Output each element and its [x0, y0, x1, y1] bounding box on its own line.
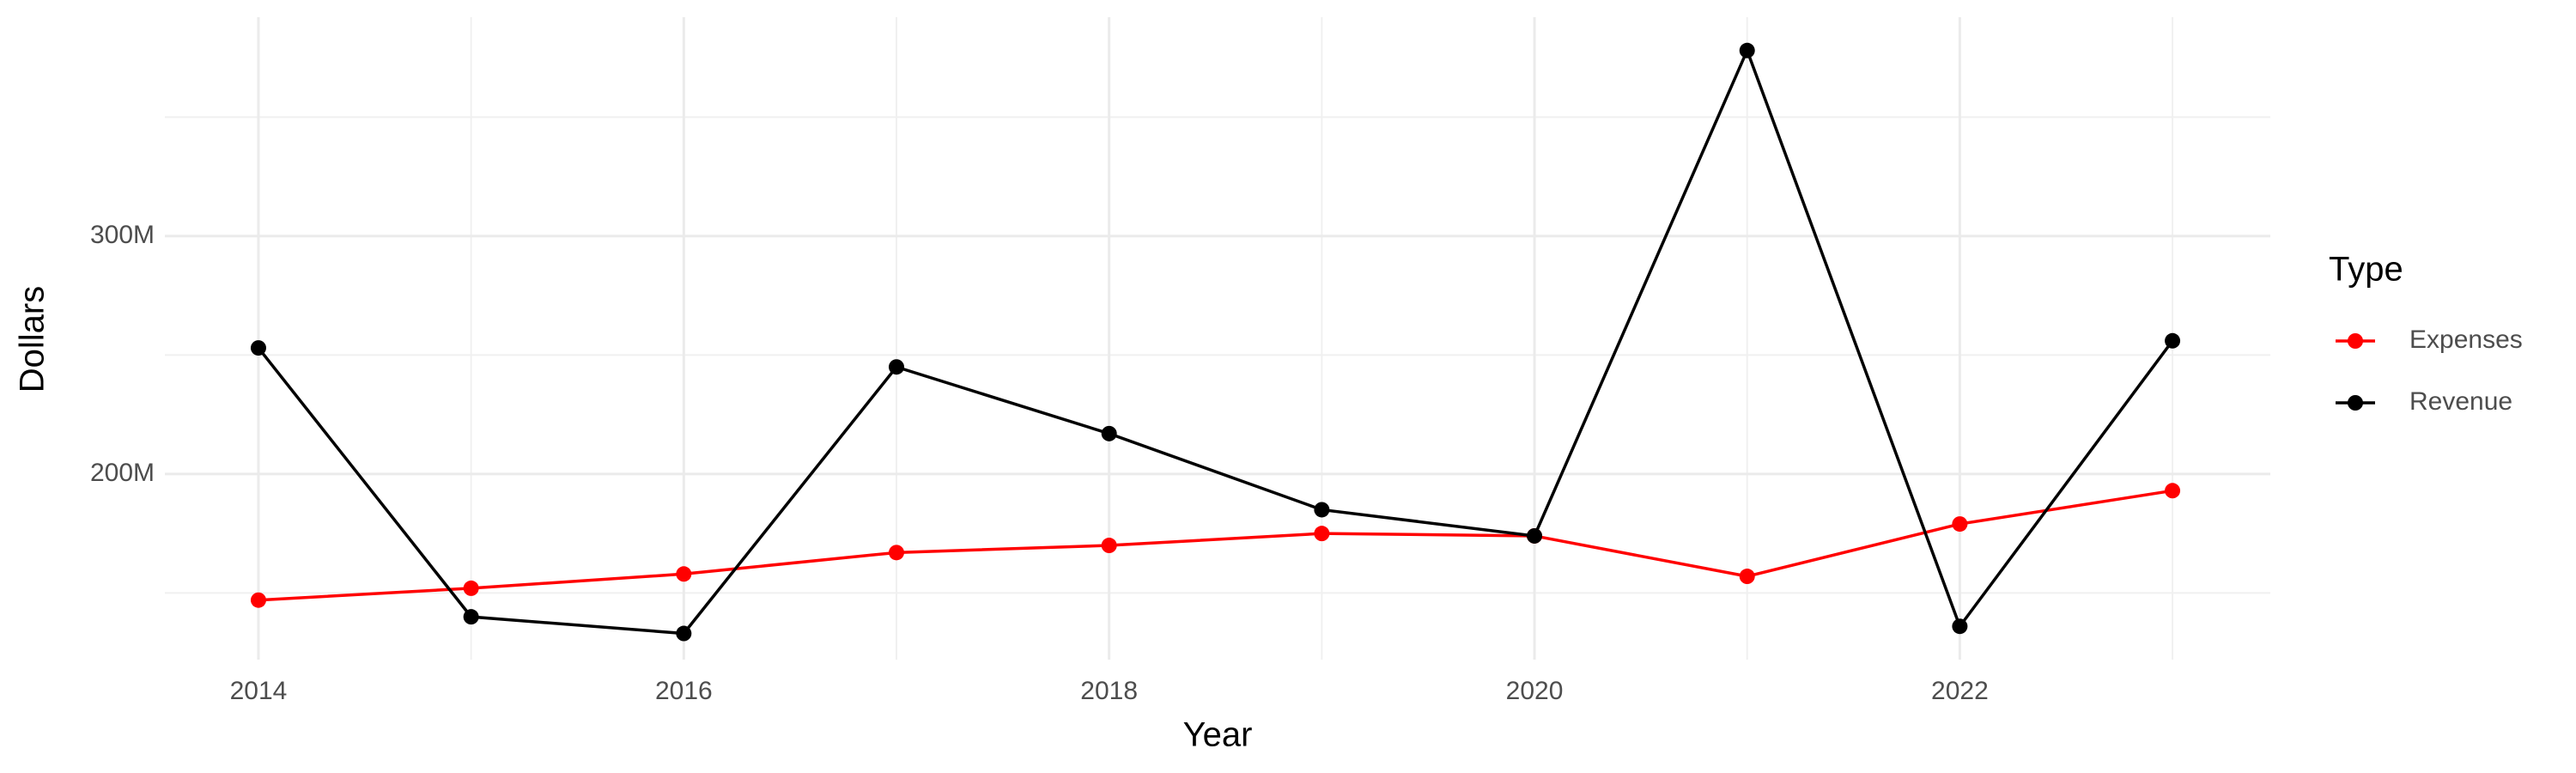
- legend-label: Revenue: [2409, 387, 2512, 416]
- data-point: [1952, 516, 1968, 533]
- data-point: [2165, 332, 2181, 349]
- legend-key-point: [2348, 395, 2363, 411]
- legend-title: Type: [2329, 251, 2403, 289]
- series-line: [257, 46, 2174, 636]
- data-point: [889, 545, 905, 561]
- data-point: [676, 625, 692, 642]
- x-axis-title: Year: [1183, 716, 1253, 754]
- x-tick-label: 2020: [1506, 677, 1564, 705]
- data-point: [889, 359, 905, 375]
- x-tick-label: 2016: [655, 677, 713, 705]
- data-point: [1952, 618, 1968, 635]
- x-tick-label: 2018: [1080, 677, 1138, 705]
- data-point: [250, 592, 266, 608]
- legend-label: Expenses: [2409, 326, 2523, 354]
- data-point: [676, 566, 692, 582]
- x-tick-label: 2014: [230, 677, 288, 705]
- y-tick-label: 300M: [90, 221, 155, 249]
- data-point: [1101, 425, 1117, 441]
- data-point: [1314, 526, 1330, 542]
- data-point: [2165, 483, 2181, 499]
- data-point: [1739, 569, 1755, 585]
- data-point: [250, 340, 266, 356]
- data-point: [1314, 502, 1330, 518]
- y-tick-label: 200M: [90, 459, 155, 487]
- y-axis-title: Dollars: [14, 286, 52, 393]
- plot: [250, 42, 2181, 642]
- data-point: [1527, 527, 1543, 544]
- data-point: [463, 580, 479, 596]
- data-point: [1739, 42, 1755, 58]
- grid: 200M 300M 2014 2016 2018 2020 2022: [90, 17, 2270, 705]
- x-tick-label: 2022: [1931, 677, 1989, 705]
- data-point: [463, 609, 479, 625]
- series-line: [258, 489, 2173, 602]
- legend-key-point: [2348, 333, 2363, 349]
- legend: Expenses Revenue: [2336, 326, 2523, 416]
- data-point: [1101, 538, 1117, 554]
